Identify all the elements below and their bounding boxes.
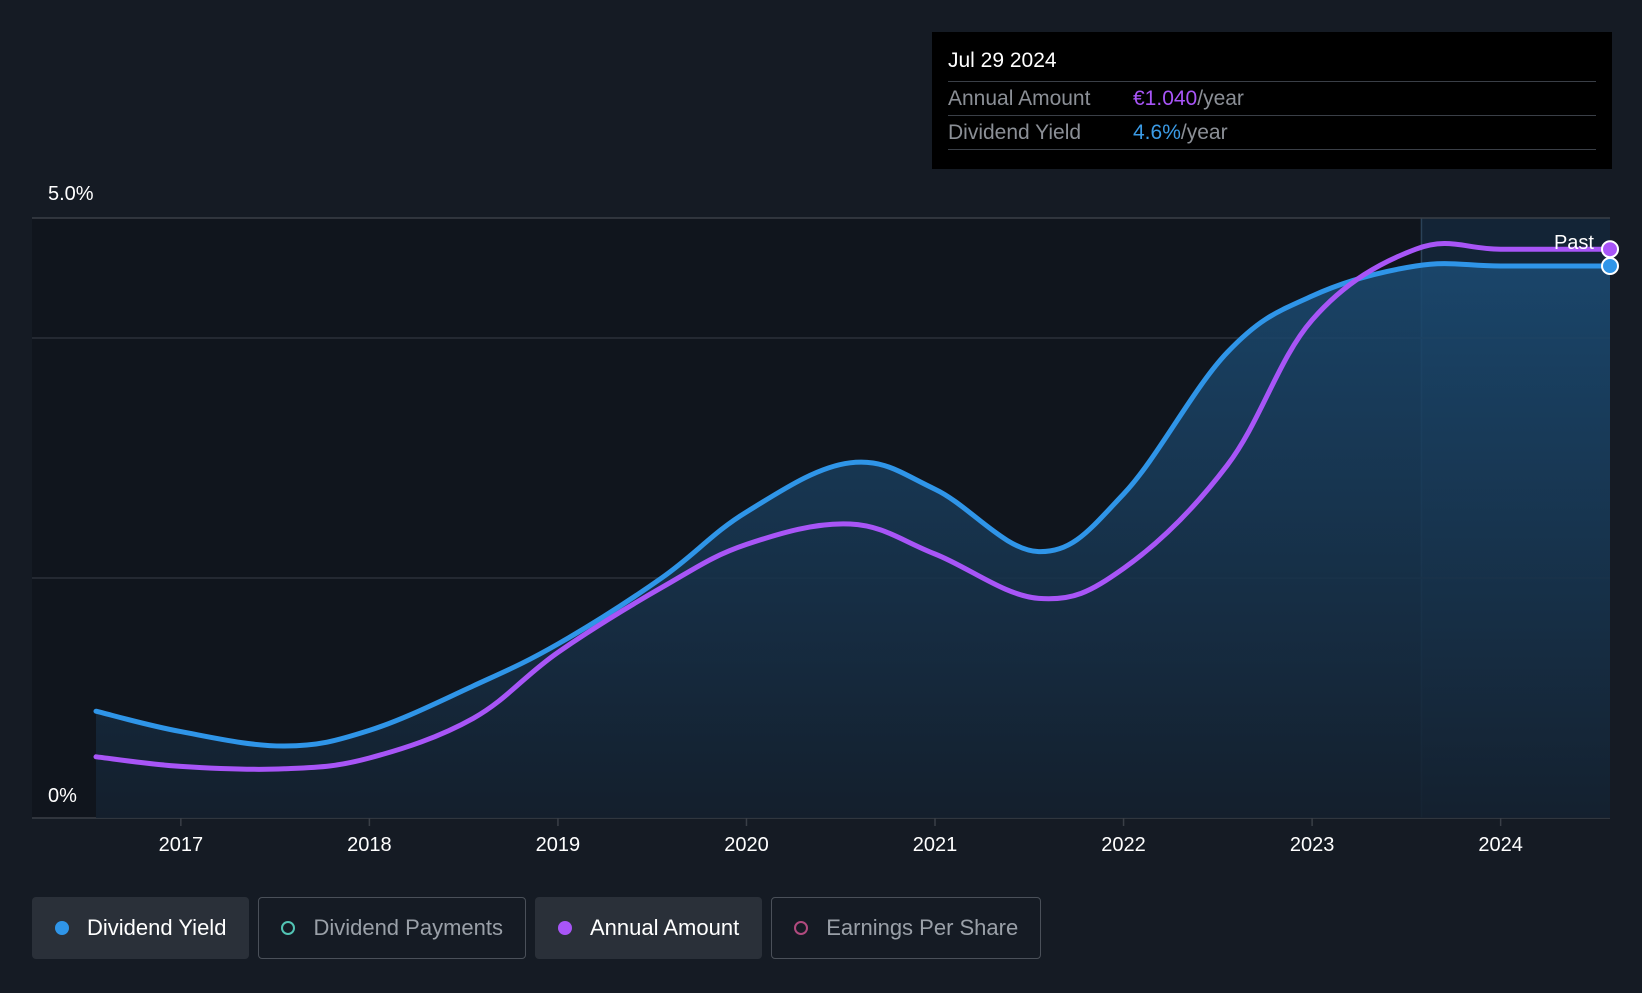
legend-label: Dividend Payments xyxy=(313,915,503,940)
y-axis-label-bottom: 0% xyxy=(48,785,77,807)
ring-dot-icon xyxy=(281,921,296,935)
x-tick-label-2022: 2022 xyxy=(1101,834,1146,856)
filled-dot-icon xyxy=(55,921,69,935)
tooltip-yield-unit: /year xyxy=(1180,121,1228,144)
x-tick-label-2024: 2024 xyxy=(1478,834,1523,856)
tooltip-yield-label: Dividend Yield xyxy=(948,121,1082,144)
x-tick-label-2023: 2023 xyxy=(1290,834,1335,856)
x-tick-label-2019: 2019 xyxy=(536,834,581,856)
legend-earnings-per-share-button[interactable]: Earnings Per Share xyxy=(771,897,1042,959)
dividend-yield-end-marker[interactable] xyxy=(1601,257,1619,275)
x-axis-ticks: 2017 2018 2019 2020 2021 2022 2023 2024 xyxy=(159,818,1523,856)
x-tick-label-2020: 2020 xyxy=(724,834,769,856)
ring-dot-icon xyxy=(794,921,809,935)
legend-label: Dividend Yield xyxy=(87,915,227,940)
annual-amount-end-marker[interactable] xyxy=(1601,240,1619,259)
tooltip-yield-row: Dividend Yield 4.6%/year xyxy=(948,115,1596,150)
tooltip: Jul 29 2024 Annual Amount €1.040/year Di… xyxy=(932,32,1612,169)
dividend-yield-area xyxy=(96,263,1610,819)
past-label: Past xyxy=(1554,232,1594,254)
legend: Dividend Yield Dividend Payments Annual … xyxy=(32,897,1042,959)
legend-label: Annual Amount xyxy=(589,915,740,940)
legend-label: Earnings Per Share xyxy=(826,915,1019,940)
x-tick-label-2017: 2017 xyxy=(159,834,204,856)
filled-dot-icon xyxy=(557,921,572,935)
x-tick-label-2018: 2018 xyxy=(347,834,392,856)
tooltip-annual-unit: /year xyxy=(1197,87,1244,110)
tooltip-annual-row: Annual Amount €1.040/year xyxy=(948,81,1596,115)
dividend-yield-line xyxy=(93,261,1613,749)
tooltip-annual-label: Annual Amount xyxy=(948,87,1091,110)
tooltip-annual-value: €1.040 xyxy=(1133,87,1198,110)
tooltip-date: Jul 29 2024 xyxy=(948,49,1057,72)
x-tick-label-2021: 2021 xyxy=(913,834,958,856)
tooltip-yield-value: 4.6% xyxy=(1133,121,1181,144)
y-axis-label-top: 5.0% xyxy=(48,183,94,205)
legend-annual-amount-button[interactable]: Annual Amount xyxy=(534,897,763,959)
legend-dividend-yield-button[interactable]: Dividend Yield xyxy=(32,897,250,959)
legend-dividend-payments-button[interactable]: Dividend Payments xyxy=(258,897,526,959)
annual-amount-line xyxy=(93,241,1613,772)
